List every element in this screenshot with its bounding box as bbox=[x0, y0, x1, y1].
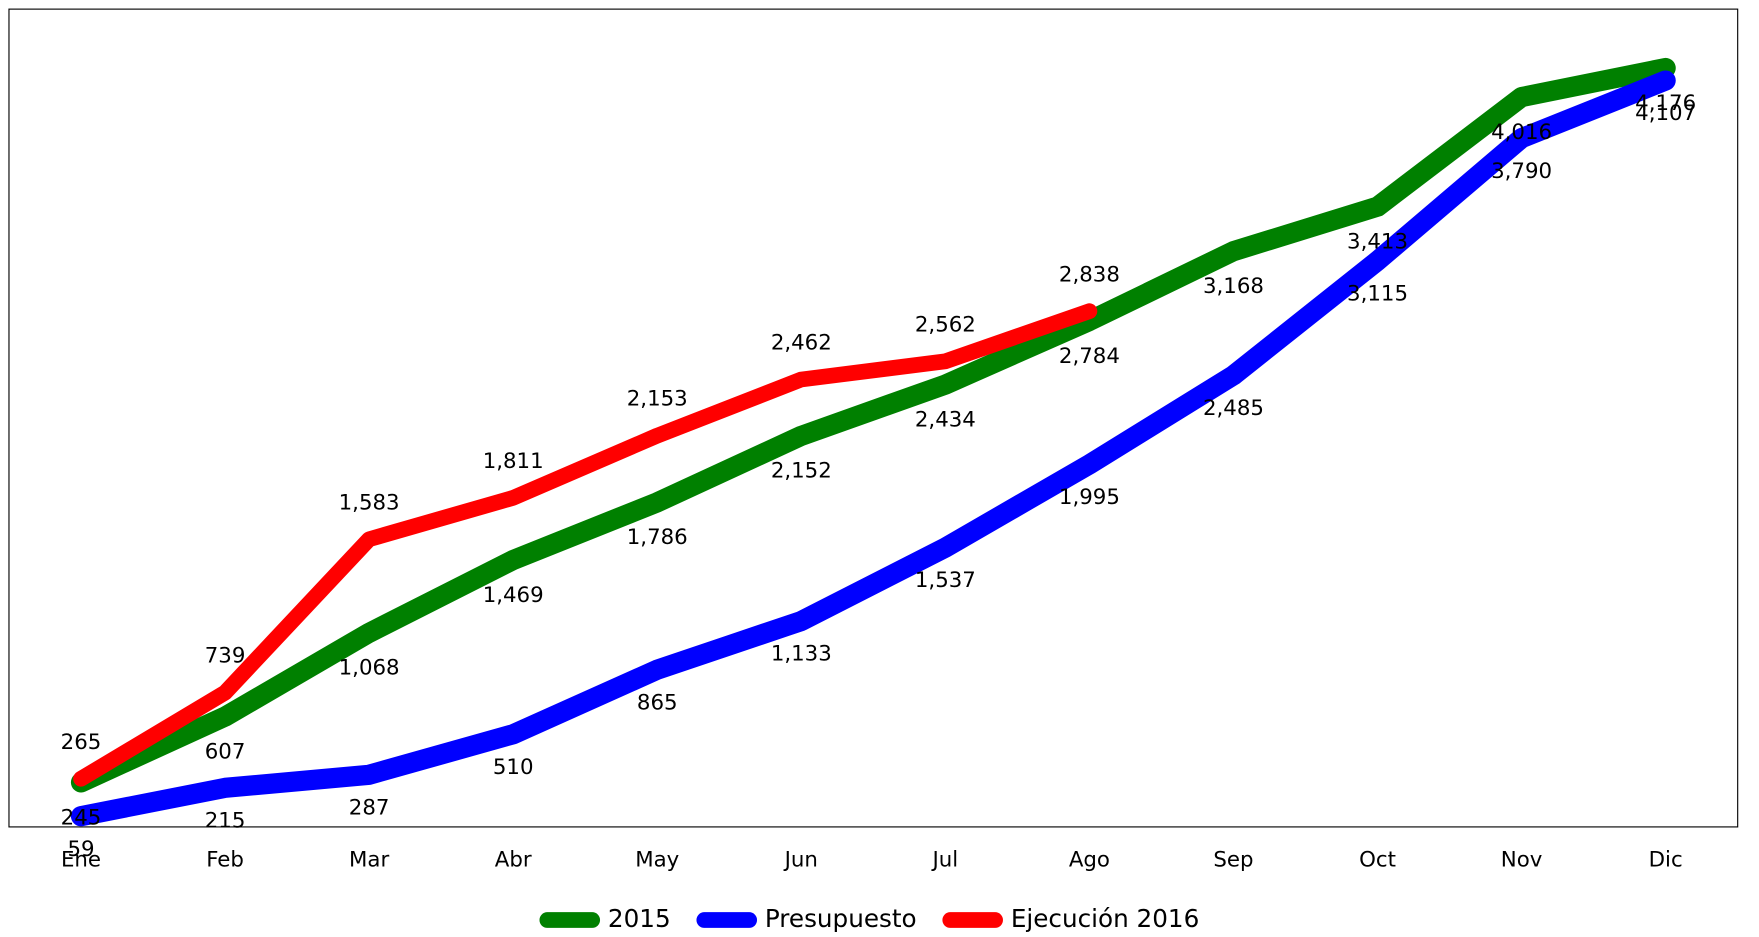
data-label: 287 bbox=[349, 795, 390, 820]
data-label: 1,537 bbox=[915, 568, 976, 593]
data-label: 2,434 bbox=[915, 407, 976, 432]
x-tick-label: Mar bbox=[349, 848, 389, 873]
legend-item: Presupuesto bbox=[696, 904, 917, 933]
x-tick-label: Jun bbox=[783, 848, 818, 873]
series-line bbox=[70, 57, 1676, 793]
data-label: 3,115 bbox=[1347, 281, 1408, 306]
legend-label: Presupuesto bbox=[765, 904, 917, 933]
legend: 2015 Presupuesto Ejecución 2016 bbox=[539, 904, 1200, 933]
data-label: 245 bbox=[61, 805, 102, 830]
data-label: 2,462 bbox=[771, 331, 832, 356]
data-label: 2,485 bbox=[1203, 396, 1264, 421]
data-label: 3,790 bbox=[1491, 159, 1552, 184]
data-label: 607 bbox=[205, 740, 246, 765]
data-label: 1,811 bbox=[483, 449, 544, 474]
data-label: 4,016 bbox=[1491, 120, 1552, 145]
legend-item: 2015 bbox=[539, 904, 671, 933]
x-tick-label: Feb bbox=[206, 848, 244, 873]
data-label: 2,562 bbox=[915, 312, 976, 337]
data-label: 4,107 bbox=[1635, 101, 1696, 126]
data-label: 4,176 bbox=[1635, 91, 1696, 116]
x-tick-label: Dic bbox=[1649, 848, 1683, 873]
data-label: 215 bbox=[205, 809, 246, 834]
data-label: 265 bbox=[61, 730, 102, 755]
plot-border bbox=[8, 8, 1739, 828]
data-label: 59 bbox=[67, 837, 94, 862]
data-label: 1,786 bbox=[627, 525, 688, 550]
legend-item: Ejecución 2016 bbox=[942, 904, 1200, 933]
data-label: 2,784 bbox=[1059, 344, 1120, 369]
legend-label: 2015 bbox=[608, 904, 671, 933]
data-label: 2,838 bbox=[1059, 262, 1120, 287]
data-label: 1,995 bbox=[1059, 485, 1120, 510]
data-label: 739 bbox=[205, 644, 246, 669]
data-label: 865 bbox=[637, 690, 678, 715]
x-tick-label: Ago bbox=[1069, 848, 1110, 873]
x-tick-label: Nov bbox=[1501, 848, 1543, 873]
x-tick-label: Ene bbox=[61, 848, 101, 873]
x-tick-label: Sep bbox=[1213, 848, 1253, 873]
x-tick-label: Oct bbox=[1359, 848, 1396, 873]
data-label: 3,413 bbox=[1347, 230, 1408, 255]
x-tick-label: Abr bbox=[495, 848, 532, 873]
data-label: 3,168 bbox=[1203, 274, 1264, 299]
data-label: 1,469 bbox=[483, 583, 544, 608]
data-label: 2,152 bbox=[771, 459, 832, 484]
legend-label: Ejecución 2016 bbox=[1011, 904, 1200, 933]
x-tick-label: May bbox=[635, 848, 679, 873]
x-tick-label: Jul bbox=[931, 848, 959, 873]
series-line bbox=[70, 70, 1676, 827]
data-label: 2,153 bbox=[627, 387, 688, 412]
data-label: 1,583 bbox=[339, 490, 400, 515]
series-line bbox=[73, 303, 1098, 787]
data-label: 1,068 bbox=[339, 656, 400, 681]
data-label: 1,133 bbox=[771, 642, 832, 667]
data-label: 510 bbox=[493, 755, 534, 780]
